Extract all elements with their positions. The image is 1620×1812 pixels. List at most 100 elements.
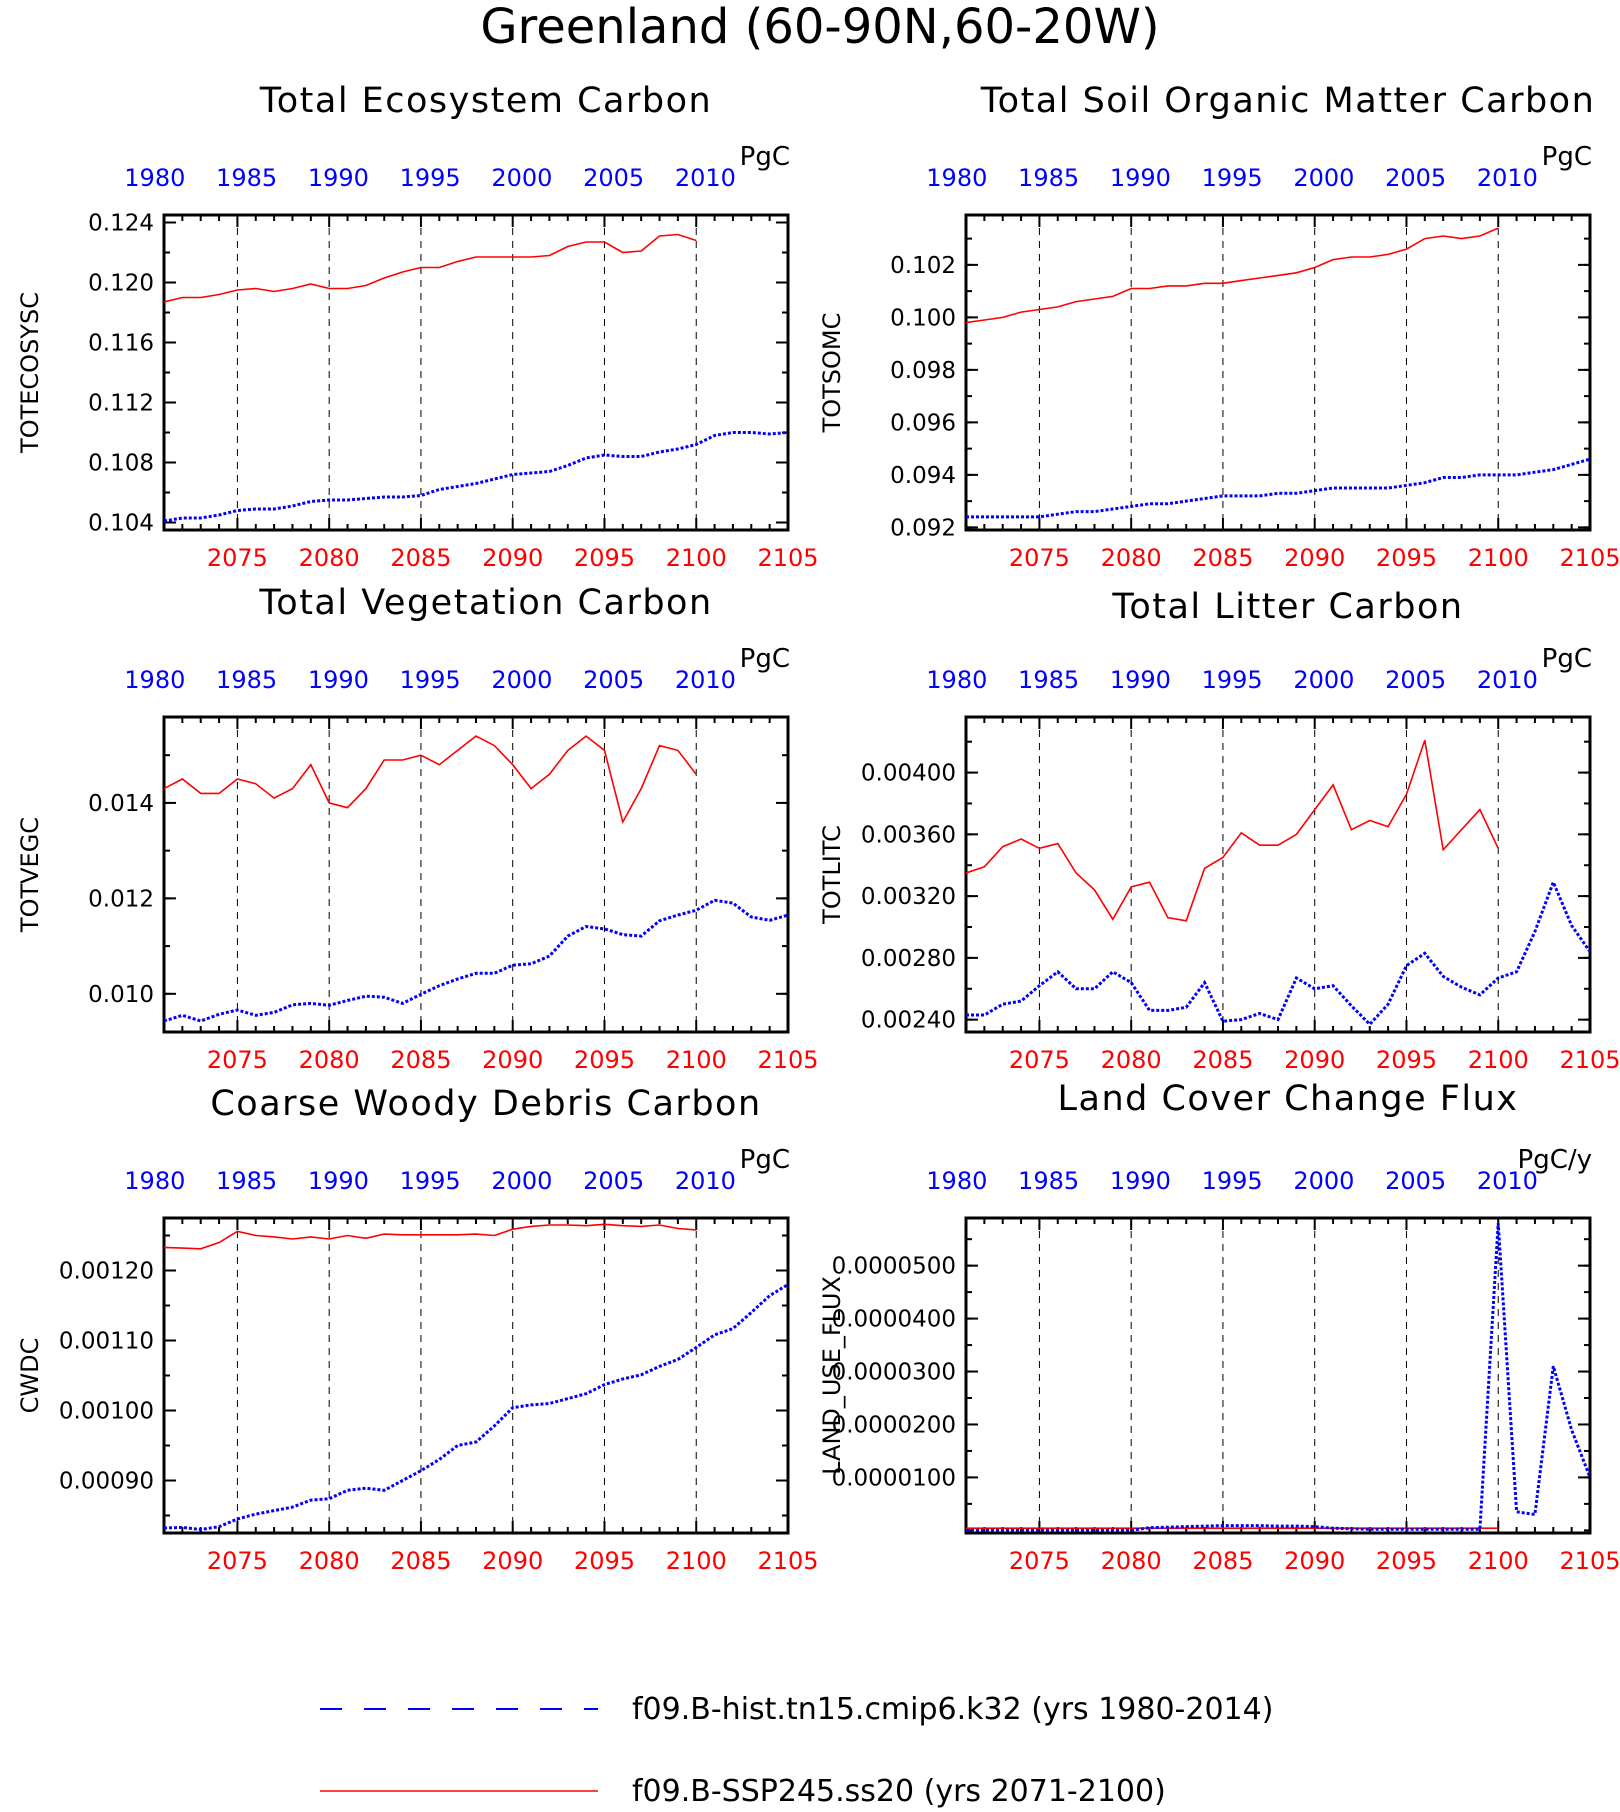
y-tick-label: 0.112 xyxy=(88,391,154,417)
x-tick-label-top: 1995 xyxy=(1202,1167,1263,1195)
x-tick-label-top: 1980 xyxy=(124,164,185,192)
units-label: PgC xyxy=(1542,644,1592,674)
x-tick-label-top: 2005 xyxy=(583,1167,644,1195)
x-tick-label: 2105 xyxy=(757,544,818,572)
legend: f09.B-hist.tn15.cmip6.k32 (yrs 1980-2014… xyxy=(320,1692,1273,1809)
x-tick-label: 2080 xyxy=(299,544,360,572)
y-tick-label: 0.00360 xyxy=(861,822,956,848)
x-tick-label: 2100 xyxy=(666,1547,727,1575)
x-tick-label-top: 1985 xyxy=(1018,666,1079,694)
x-tick-label-top: 2005 xyxy=(1385,666,1446,694)
x-tick-label: 2090 xyxy=(482,544,543,572)
x-tick-label-top: 1980 xyxy=(926,1167,987,1195)
x-tick-label: 2105 xyxy=(1559,1046,1620,1074)
units-label: PgC/y xyxy=(1518,1145,1592,1175)
x-tick-label-top: 1985 xyxy=(216,1167,277,1195)
y-tick-label: 0.00320 xyxy=(861,884,956,910)
x-tick-label: 2090 xyxy=(1284,1547,1345,1575)
x-tick-label-top: 2010 xyxy=(1477,164,1538,192)
y-tick-label: 0.00240 xyxy=(861,1008,956,1034)
x-tick-label: 2080 xyxy=(1101,1046,1162,1074)
y-tick-label: 0.102 xyxy=(890,253,956,279)
x-tick-label-top: 2010 xyxy=(675,164,736,192)
x-tick-label-top: 1980 xyxy=(926,666,987,694)
y-tick-label: 0.0000100 xyxy=(832,1465,956,1491)
x-tick-label-top: 1985 xyxy=(1018,1167,1079,1195)
x-tick-label-top: 1990 xyxy=(308,666,369,694)
y-axis-label: LAND_USE_FLUX xyxy=(818,1276,846,1475)
series-line-hist xyxy=(164,1283,788,1532)
y-axis-label: TOTSOMC xyxy=(818,313,846,434)
units-label: PgC xyxy=(740,1145,790,1175)
x-tick-label-top: 2000 xyxy=(491,164,552,192)
series-line-hist xyxy=(164,431,788,523)
plot-frame xyxy=(162,715,790,1034)
y-axis-label: TOTECOSYSC xyxy=(16,292,44,454)
x-tick-label: 2085 xyxy=(1192,1046,1253,1074)
x-tick-label: 2080 xyxy=(299,1046,360,1074)
x-tick-label: 2085 xyxy=(1192,1547,1253,1575)
x-tick-label: 2095 xyxy=(1376,544,1437,572)
y-tick-label: 0.0000400 xyxy=(832,1307,956,1333)
y-tick-label: 0.104 xyxy=(88,511,154,537)
x-tick-label-top: 1995 xyxy=(1202,164,1263,192)
chart-title: Land Cover Change Flux xyxy=(1058,1079,1519,1119)
y-tick-label: 0.010 xyxy=(88,982,154,1008)
x-tick-label-top: 2000 xyxy=(1293,164,1354,192)
x-tick-label-top: 2005 xyxy=(1385,164,1446,192)
x-tick-label-top: 2010 xyxy=(675,666,736,694)
chart-total-soil-organic-matter-carbon: Total Soil Organic Matter Carbon PgC 2075 2… xyxy=(818,81,1620,572)
page-title: Greenland (60-90N,60-20W) xyxy=(480,0,1159,55)
y-axis-label: CWDC xyxy=(16,1338,44,1414)
series-line-ssp245 xyxy=(966,739,1499,922)
y-tick-label: 0.120 xyxy=(88,271,154,297)
y-tick-label: 0.094 xyxy=(890,463,956,489)
x-tick-label: 2085 xyxy=(1192,544,1253,572)
x-tick-label-top: 1985 xyxy=(1018,164,1079,192)
x-tick-label: 2090 xyxy=(1284,1046,1345,1074)
y-tick-label: 0.014 xyxy=(88,791,154,817)
chart-total-vegetation-carbon: Total Vegetation Carbon PgC 2075 2080 2085 20… xyxy=(16,583,819,1074)
x-tick-label-top: 2000 xyxy=(491,666,552,694)
x-tick-label: 2095 xyxy=(1376,1547,1437,1575)
x-tick-label: 2090 xyxy=(482,1046,543,1074)
series-line-hist xyxy=(966,1223,1590,1532)
plot-frame xyxy=(964,715,1592,1034)
x-tick-label-top: 2000 xyxy=(1293,666,1354,694)
x-tick-label: 2105 xyxy=(1559,544,1620,572)
series-line-ssp245 xyxy=(164,735,697,825)
x-tick-label-top: 2005 xyxy=(583,164,644,192)
chart-title: Total Vegetation Carbon xyxy=(258,583,712,623)
x-tick-label-top: 2005 xyxy=(1385,1167,1446,1195)
series-line-ssp245 xyxy=(164,233,697,303)
x-tick-label-top: 1985 xyxy=(216,164,277,192)
y-tick-label: 0.098 xyxy=(890,358,956,384)
x-tick-label: 2085 xyxy=(390,1046,451,1074)
x-tick-label-top: 1990 xyxy=(1110,164,1171,192)
x-tick-label: 2075 xyxy=(1009,1547,1070,1575)
x-tick-label-top: 1980 xyxy=(124,666,185,694)
series-line-hist xyxy=(966,457,1590,519)
x-tick-label: 2100 xyxy=(1468,1046,1529,1074)
x-tick-label: 2075 xyxy=(1009,544,1070,572)
x-tick-label-top: 2010 xyxy=(1477,1167,1538,1195)
chart-title: Total Ecosystem Carbon xyxy=(259,81,712,121)
x-tick-label-top: 1995 xyxy=(400,164,461,192)
x-tick-label: 2100 xyxy=(1468,1547,1529,1575)
x-tick-label-top: 2000 xyxy=(491,1167,552,1195)
x-tick-label-top: 2000 xyxy=(1293,1167,1354,1195)
x-tick-label: 2100 xyxy=(1468,544,1529,572)
x-tick-label-top: 1985 xyxy=(216,666,277,694)
x-tick-label: 2090 xyxy=(1284,544,1345,572)
plot-frame xyxy=(964,1216,1592,1535)
units-label: PgC xyxy=(740,142,790,172)
chart-title: Total Soil Organic Matter Carbon xyxy=(980,81,1596,121)
x-tick-label: 2085 xyxy=(390,544,451,572)
x-tick-label-top: 1995 xyxy=(400,1167,461,1195)
y-tick-label: 0.00100 xyxy=(59,1399,154,1425)
x-tick-label-top: 1990 xyxy=(308,164,369,192)
chart-total-ecosystem-carbon: Total Ecosystem Carbon PgC 2075 2080 2085 209… xyxy=(16,81,819,572)
units-label: PgC xyxy=(740,644,790,674)
chart-total-litter-carbon: Total Litter Carbon PgC 2075 2080 2085 2090 20… xyxy=(818,587,1620,1074)
